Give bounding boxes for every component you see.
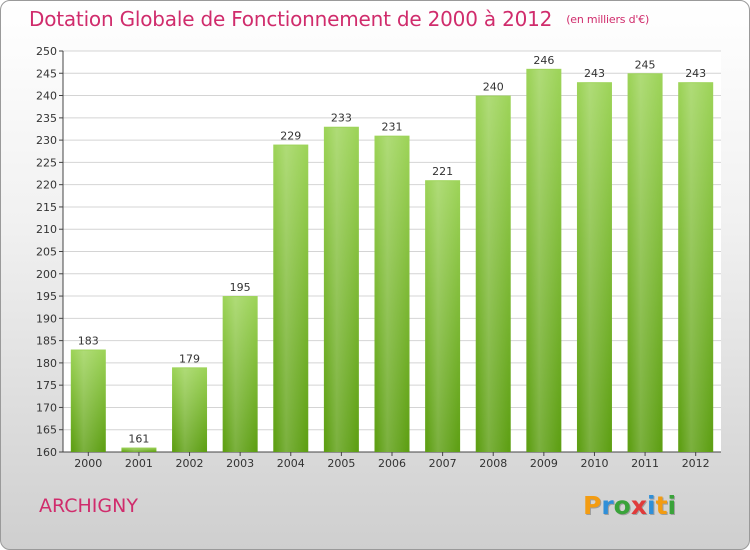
bar-highlight bbox=[174, 368, 206, 452]
x-tick-label: 2011 bbox=[631, 457, 659, 470]
y-tick-label: 170 bbox=[36, 401, 57, 414]
x-tick-label: 2009 bbox=[530, 457, 558, 470]
logo-letter: P bbox=[583, 491, 602, 520]
chart-unit: (en milliers d'€) bbox=[566, 13, 650, 26]
y-tick-label: 180 bbox=[36, 357, 57, 370]
x-tick-label: 2004 bbox=[277, 457, 305, 470]
bar-highlight bbox=[427, 181, 459, 452]
y-tick-label: 160 bbox=[36, 446, 57, 459]
y-tick-label: 235 bbox=[36, 112, 57, 125]
y-tick-label: 220 bbox=[36, 179, 57, 192]
y-tick-label: 165 bbox=[36, 424, 57, 437]
y-tick-label: 225 bbox=[36, 156, 57, 169]
logo-letter: o bbox=[613, 491, 631, 520]
x-tick-label: 2002 bbox=[176, 457, 204, 470]
x-tick-label: 2005 bbox=[327, 457, 355, 470]
chart-title-text: Dotation Globale de Fonctionnement de 20… bbox=[29, 7, 553, 31]
value-label: 179 bbox=[179, 352, 200, 365]
value-label: 195 bbox=[230, 281, 251, 294]
logo-letter: t bbox=[655, 491, 668, 520]
y-tick-label: 245 bbox=[36, 67, 57, 80]
bar-highlight bbox=[680, 83, 712, 452]
place-name: ARCHIGNY bbox=[39, 495, 138, 517]
value-label: 231 bbox=[382, 121, 403, 134]
value-label: 243 bbox=[685, 67, 706, 80]
bar-highlight bbox=[629, 74, 661, 453]
y-tick-label: 195 bbox=[36, 290, 57, 303]
value-label: 240 bbox=[483, 81, 504, 94]
y-tick-label: 215 bbox=[36, 201, 57, 214]
y-tick-label: 205 bbox=[36, 246, 57, 259]
logo-letter: r bbox=[601, 491, 614, 520]
value-label: 229 bbox=[280, 130, 301, 143]
value-label: 161 bbox=[128, 433, 149, 446]
x-tick-label: 2007 bbox=[429, 457, 457, 470]
logo-letter: i bbox=[647, 491, 656, 520]
value-label: 233 bbox=[331, 112, 352, 125]
bar-highlight bbox=[275, 145, 307, 453]
bar-highlight bbox=[325, 127, 357, 452]
x-tick-label: 2003 bbox=[226, 457, 254, 470]
bars bbox=[70, 68, 714, 453]
y-tick-label: 190 bbox=[36, 312, 57, 325]
y-tick-label: 200 bbox=[36, 268, 57, 281]
y-tick-label: 210 bbox=[36, 223, 57, 236]
value-label: 245 bbox=[635, 58, 656, 71]
logo-letter: x bbox=[630, 491, 647, 520]
chart-title: Dotation Globale de Fonctionnement de 20… bbox=[29, 7, 649, 31]
y-tick-label: 250 bbox=[36, 45, 57, 58]
value-label: 243 bbox=[584, 67, 605, 80]
value-label: 246 bbox=[533, 54, 554, 67]
y-tick-label: 185 bbox=[36, 335, 57, 348]
x-tick-label: 2008 bbox=[479, 457, 507, 470]
x-tick-label: 2000 bbox=[74, 457, 102, 470]
bar-highlight bbox=[376, 136, 408, 452]
y-tick-label: 240 bbox=[36, 90, 57, 103]
value-label: 183 bbox=[78, 335, 99, 348]
bar-highlight bbox=[528, 69, 560, 453]
bar-highlight bbox=[578, 83, 610, 452]
logo-letter: i bbox=[667, 491, 677, 520]
bar-highlight bbox=[224, 297, 256, 452]
y-tick-label: 230 bbox=[36, 134, 57, 147]
value-labels: 183 161 179 195 229 233 231 221 240 246 243 245 243 bbox=[78, 54, 706, 446]
bar-highlight bbox=[477, 96, 509, 453]
x-tick-label: 2010 bbox=[580, 457, 608, 470]
proxiti-logo: Proxiti bbox=[583, 491, 676, 520]
y-tick-label: 175 bbox=[36, 379, 57, 392]
x-tick-label: 2006 bbox=[378, 457, 406, 470]
value-label: 221 bbox=[432, 165, 453, 178]
x-tick-label: 2001 bbox=[125, 457, 153, 470]
bar-highlight bbox=[123, 448, 155, 452]
bar-highlight bbox=[72, 350, 104, 452]
x-tick-label: 2012 bbox=[682, 457, 710, 470]
axes: 160 165 170 175 180 185 190 195 200 205 210 215 220 2… bbox=[36, 45, 721, 470]
